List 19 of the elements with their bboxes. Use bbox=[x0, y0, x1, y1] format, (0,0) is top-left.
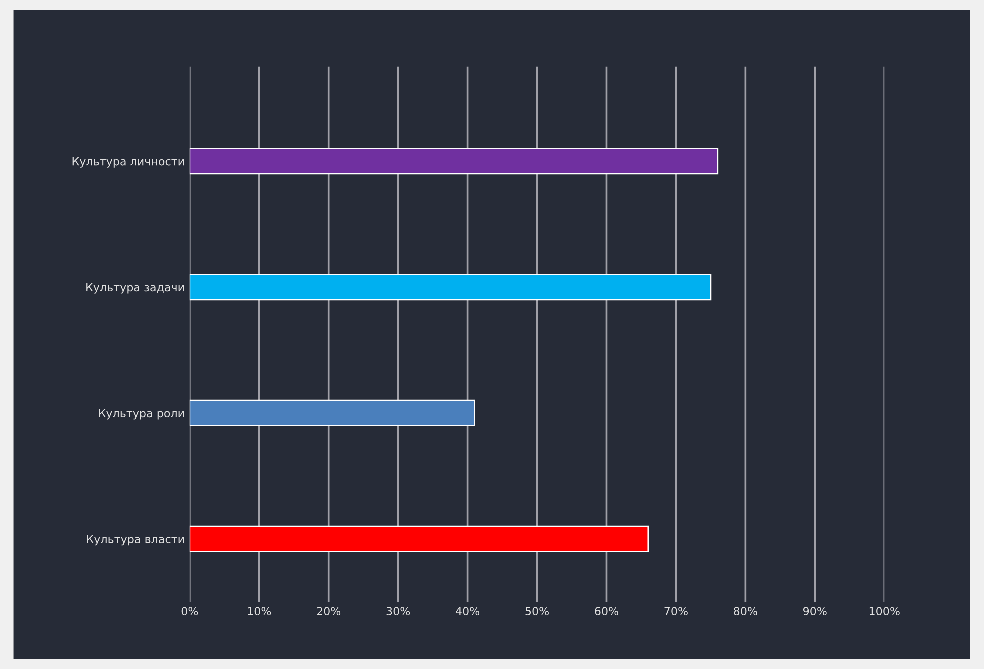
x-tick-label: 0% bbox=[182, 607, 198, 616]
bar bbox=[190, 148, 719, 175]
bar bbox=[190, 274, 712, 301]
x-tick-label: 100% bbox=[870, 607, 900, 616]
x-tick-label: 80% bbox=[734, 607, 758, 616]
x-tick-label: 60% bbox=[595, 607, 618, 616]
y-tick-label: Культура личности bbox=[72, 157, 184, 168]
x-tick-label: 90% bbox=[803, 607, 827, 616]
bar bbox=[190, 400, 476, 426]
y-tick-label: Культура задачи bbox=[86, 283, 184, 294]
x-tick-label: 50% bbox=[526, 607, 549, 616]
y-tick-label: Культура роли bbox=[99, 409, 184, 420]
bar bbox=[190, 526, 650, 552]
x-tick-label: 70% bbox=[664, 607, 688, 616]
y-tick-label: Культура власти bbox=[87, 535, 184, 546]
x-tick-label: 20% bbox=[317, 607, 341, 616]
x-tick-label: 30% bbox=[386, 607, 410, 616]
x-tick-label: 10% bbox=[248, 607, 272, 616]
x-tick-label: 40% bbox=[456, 607, 480, 616]
